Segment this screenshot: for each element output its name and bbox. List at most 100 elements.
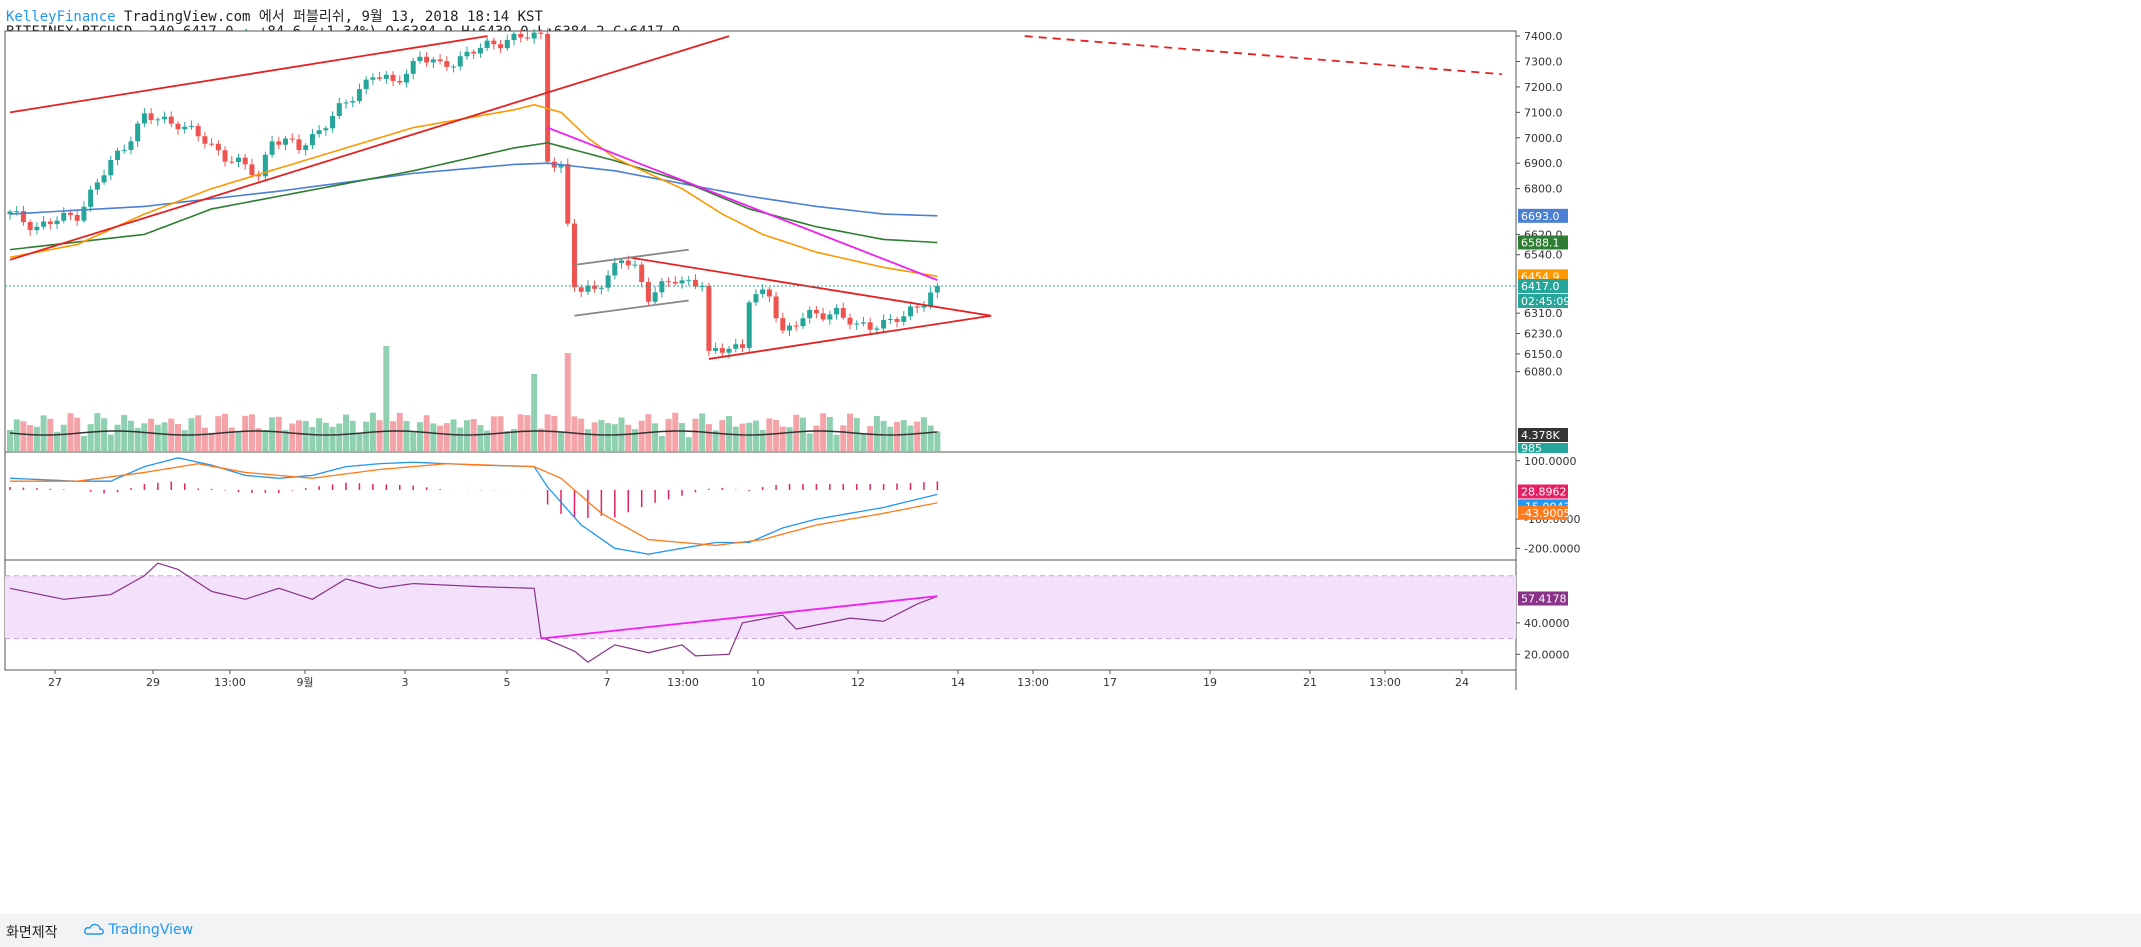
rsi-trendline: [540, 595, 938, 640]
candle-body: [242, 157, 248, 165]
time-tick-label: 5: [504, 676, 511, 689]
macd-signal-tag: -43.9005: [1521, 507, 1570, 520]
candle-body: [383, 74, 389, 79]
candle-body: [874, 328, 880, 330]
candle-body: [706, 285, 712, 351]
candle-body: [128, 141, 134, 150]
volume-bar: [537, 428, 544, 451]
candle-body: [209, 143, 215, 145]
time-tick-label: 13:00: [667, 676, 699, 689]
rsi-tick-label: 20.0000: [1524, 648, 1570, 661]
candle-body: [417, 56, 423, 61]
price-tick-label: 7400.0: [1524, 30, 1563, 43]
volume-bar: [806, 433, 813, 451]
macd-hist-tag: 28.8962: [1521, 486, 1567, 499]
volume-bar: [396, 412, 403, 451]
time-tick-label: 3: [402, 676, 409, 689]
volume-bar: [746, 422, 753, 451]
volume-last-tag-bg: [1518, 443, 1568, 453]
time-tick-label: 7: [604, 676, 611, 689]
candle-body: [115, 150, 121, 161]
volume-bar: [511, 429, 517, 451]
candle-body: [202, 136, 208, 144]
candle-body: [141, 113, 147, 124]
candle-body: [847, 317, 853, 325]
volume-bar: [74, 417, 81, 451]
rsi-line: [9, 562, 938, 663]
candle-body: [766, 289, 772, 297]
volume-bar: [605, 423, 612, 451]
chart-canvas[interactable]: 7400.0 7300.0 7200.0 7100.0 7000.0 6900.0 6800…: [0, 0, 2141, 914]
volume-bar: [208, 432, 215, 451]
macd-hist-tag-bg: [1518, 484, 1568, 499]
time-tick-label: 13:00: [1369, 676, 1401, 689]
time-tick-label: 13:00: [1017, 676, 1049, 689]
tradingview-cloud-icon: [84, 923, 104, 935]
candle-body: [571, 223, 577, 288]
candle-body: [753, 294, 759, 303]
volume-bar: [920, 417, 927, 451]
author-link[interactable]: KelleyFinance: [6, 9, 116, 25]
macd-signal-tag-bg: [1518, 505, 1568, 520]
candle-body: [719, 348, 725, 353]
candle-body: [162, 116, 168, 120]
volume-bar: [295, 420, 302, 451]
publish-text: TradingView.com 에서 퍼블리쉬, 9월 13, 2018 18:…: [124, 9, 543, 25]
candle-body: [699, 285, 705, 287]
volume-bar: [40, 415, 47, 451]
candle-body: [739, 344, 745, 348]
candle-body: [188, 125, 194, 127]
candle-body: [894, 319, 900, 322]
candle-body: [840, 308, 846, 318]
volume-bar: [692, 418, 699, 451]
candle-body: [276, 141, 282, 145]
candle-body: [330, 116, 336, 129]
candle-body: [430, 59, 436, 63]
volume-bar: [712, 430, 719, 451]
macd-signal-line: [10, 463, 938, 547]
volume-bar: [148, 418, 155, 451]
time-tick-label: 9월: [296, 676, 313, 689]
volume-bar: [457, 427, 464, 451]
candle-body: [350, 101, 356, 103]
candle-body: [356, 89, 362, 102]
volume-bar: [658, 436, 665, 451]
candle-body: [269, 141, 275, 155]
volume-bar: [786, 427, 793, 451]
volume-bar: [329, 426, 336, 451]
volume-bar: [631, 429, 638, 451]
candle-body: [511, 33, 517, 41]
volume-bar: [591, 422, 598, 451]
volume-bar: [235, 432, 242, 451]
candle-body: [928, 292, 934, 306]
ema-green-tag: 6588.1: [1521, 236, 1560, 249]
volume-bar: [477, 425, 484, 451]
volume-bar: [611, 424, 618, 451]
candle-body: [101, 175, 107, 183]
candle-body: [578, 287, 584, 292]
volume-bar: [87, 424, 94, 451]
candle-body: [256, 175, 262, 177]
tradingview-link[interactable]: TradingView: [84, 922, 193, 938]
volume-bar: [752, 420, 759, 451]
candle-body: [54, 220, 60, 225]
candle-body: [235, 157, 241, 162]
volume-bar: [840, 425, 847, 451]
candle-body: [108, 160, 114, 176]
volume-bar: [349, 420, 356, 451]
volume-bar: [114, 424, 121, 451]
candle-body: [820, 313, 826, 320]
candle-body: [605, 275, 611, 288]
volume-bar: [403, 421, 410, 451]
volume-bar: [820, 413, 827, 451]
candle-body: [336, 103, 342, 117]
trendline-trend: [9, 35, 730, 261]
candle-body: [262, 154, 268, 177]
volume-bar: [363, 421, 370, 451]
candle-body: [155, 119, 161, 121]
ema-orange-line: [9, 103, 938, 278]
candle-body: [793, 325, 799, 327]
price-tick-label: 6080.0: [1524, 366, 1563, 379]
countdown-tag-bg: [1518, 293, 1568, 308]
rsi-band: [5, 575, 1516, 639]
